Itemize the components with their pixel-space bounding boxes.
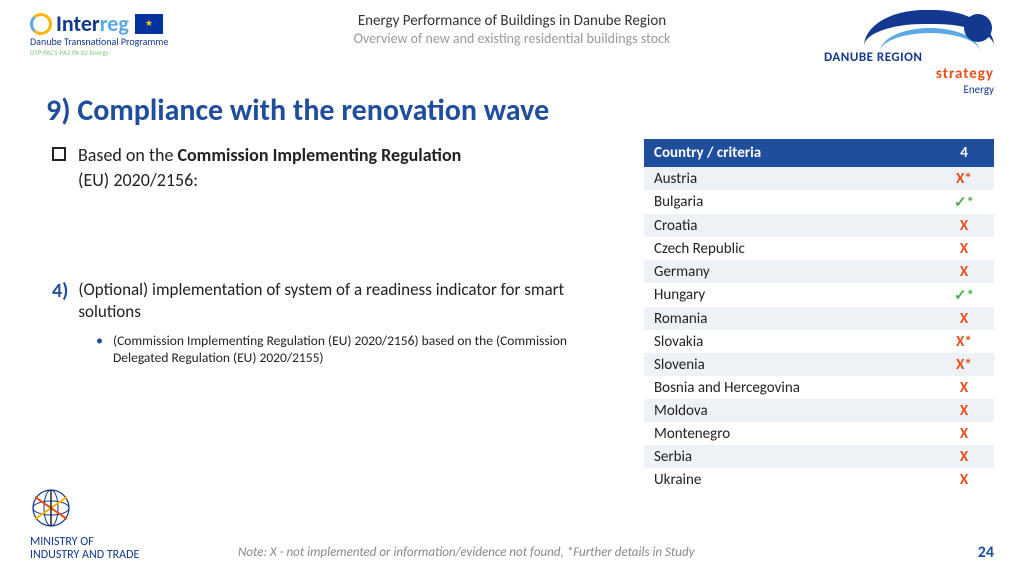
status-cell: X [934,422,994,445]
header-title: Energy Performance of Buildings in Danub… [230,12,794,30]
country-cell: Germany [644,260,934,283]
table-row: AustriaX* [644,167,994,190]
slide-header: Interreg Danube Transnational Programme … [30,10,994,88]
status-cell: X [934,399,994,422]
country-cell: Slovakia [644,330,934,353]
danube-text-3: Energy [824,83,994,96]
table-row: Czech RepublicX [644,237,994,260]
country-cell: Moldova [644,399,934,422]
danube-strategy-logo: DANUBE REGION strategy Energy [794,10,994,98]
status-cell: X* [934,167,994,190]
section-4-subbullet: • (Commission Implementing Regulation (E… [96,332,618,367]
globe-icon [30,487,72,529]
status-cell: X [934,307,994,330]
danube-text-2: strategy [824,65,994,83]
main-bullet: Based on the Commission Implementing Reg… [52,143,618,193]
section-4: 4) (Optional) implementation of system o… [52,279,618,322]
table-row: SerbiaX [644,445,994,468]
page-number: 24 [978,543,994,562]
ministry-line1: MINISTRY OF [30,535,94,549]
table-row: GermanyX [644,260,994,283]
status-cell: X [934,237,994,260]
bullet-pre: Based on the [78,144,177,166]
status-cell: X* [934,353,994,376]
status-cell: ✓* [934,190,994,214]
status-cell: X [934,214,994,237]
table-row: Bosnia and HercegovinaX [644,376,994,399]
square-bullet-icon [52,147,66,161]
interreg-logo: Interreg Danube Transnational Programme … [30,10,230,57]
table-header-country: Country / criteria [644,139,934,167]
section-4-text: (Optional) implementation of system of a… [78,279,618,322]
table-header-criteria: 4 [934,139,994,167]
section-4-subtext: (Commission Implementing Regulation (EU)… [113,332,618,367]
interreg-swirl-icon [30,13,52,35]
bullet-post: (EU) 2020/2156: [78,169,198,191]
country-cell: Bosnia and Hercegovina [644,376,934,399]
table-row: MoldovaX [644,399,994,422]
interreg-subtitle: Danube Transnational Programme [30,35,230,48]
interreg-project-code: DTP-PAC1-PA2 PA 02 Energy [30,48,230,57]
country-cell: Romania [644,307,934,330]
interreg-text-b: reg [100,10,129,37]
country-cell: Croatia [644,214,934,237]
country-cell: Czech Republic [644,237,934,260]
country-cell: Hungary [644,283,934,307]
ministry-logo: MINISTRY OF INDUSTRY AND TRADE [30,487,210,562]
compliance-table-wrap: Country / criteria 4 AustriaX*Bulgaria✓*… [644,139,994,491]
slide-footer: MINISTRY OF INDUSTRY AND TRADE Note: X -… [30,487,994,562]
country-cell: Bulgaria [644,190,934,214]
table-row: SlovakiaX* [644,330,994,353]
bullet-dot-icon: • [96,332,103,350]
country-cell: Austria [644,167,934,190]
country-cell: Serbia [644,445,934,468]
table-row: SloveniaX* [644,353,994,376]
table-row: Bulgaria✓* [644,190,994,214]
compliance-table: Country / criteria 4 AustriaX*Bulgaria✓*… [644,139,994,491]
danube-arc-icon [824,10,994,50]
country-cell: Montenegro [644,422,934,445]
table-row: Hungary✓* [644,283,994,307]
table-row: RomaniaX [644,307,994,330]
header-center: Energy Performance of Buildings in Danub… [230,10,794,47]
country-cell: Slovenia [644,353,934,376]
interreg-text-a: Inter [56,10,100,37]
table-row: MontenegroX [644,422,994,445]
header-subtitle: Overview of new and existing residential… [230,30,794,47]
content-left-column: Based on the Commission Implementing Reg… [30,139,644,491]
bullet-bold: Commission Implementing Regulation [177,144,461,166]
footnote-text: Note: X - not implemented or information… [210,545,978,562]
ministry-line2: INDUSTRY AND TRADE [30,548,139,562]
danube-text-1: DANUBE REGION [824,50,994,65]
table-row: CroatiaX [644,214,994,237]
status-cell: X* [934,330,994,353]
status-cell: X [934,445,994,468]
status-cell: X [934,260,994,283]
section-4-number: 4) [52,279,68,303]
status-cell: ✓* [934,283,994,307]
status-cell: X [934,376,994,399]
eu-flag-icon [135,14,163,34]
